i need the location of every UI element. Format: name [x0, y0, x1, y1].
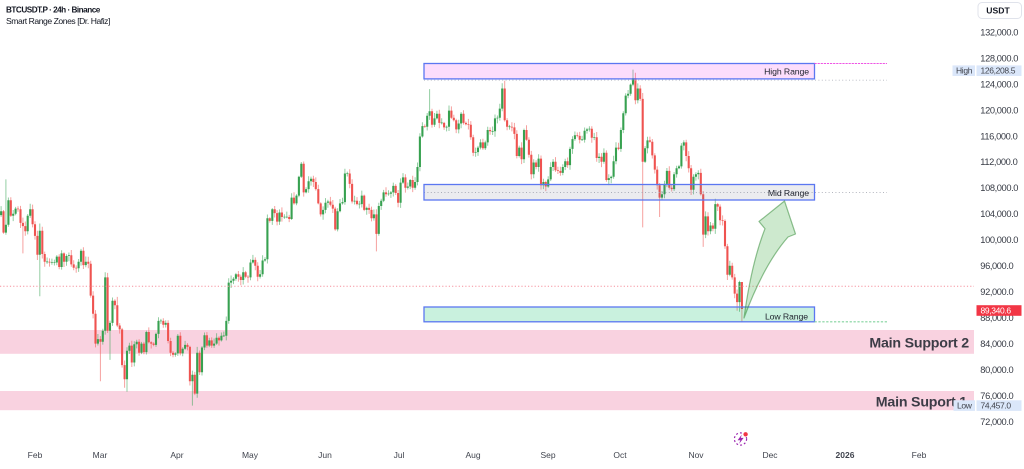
- svg-text:84,000.0: 84,000.0: [980, 339, 1013, 349]
- svg-text:May: May: [242, 450, 259, 460]
- svg-text:80,000.0: 80,000.0: [980, 365, 1013, 375]
- svg-text:Main Suport 1: Main Suport 1: [876, 394, 968, 410]
- svg-text:High: High: [956, 66, 973, 76]
- svg-text:Nov: Nov: [688, 450, 704, 460]
- svg-text:Aug: Aug: [465, 450, 480, 460]
- svg-text:120,000.0: 120,000.0: [980, 105, 1018, 115]
- svg-text:Low: Low: [957, 401, 973, 411]
- svg-text:72,000.0: 72,000.0: [980, 417, 1013, 427]
- svg-text:112,000.0: 112,000.0: [980, 157, 1017, 167]
- svg-text:92,000.0: 92,000.0: [980, 287, 1013, 297]
- svg-text:2026: 2026: [836, 450, 855, 460]
- svg-text:126,208.5: 126,208.5: [981, 66, 1016, 76]
- svg-text:74,457.0: 74,457.0: [981, 401, 1012, 411]
- svg-text:Feb: Feb: [28, 450, 43, 460]
- svg-text:88,000.0: 88,000.0: [980, 313, 1013, 323]
- svg-text:108,000.0: 108,000.0: [980, 183, 1018, 193]
- svg-text:Main Support 2: Main Support 2: [869, 335, 969, 351]
- svg-text:Mid Range: Mid Range: [768, 188, 809, 198]
- svg-text:USDT: USDT: [986, 6, 1010, 16]
- svg-text:96,000.0: 96,000.0: [980, 261, 1013, 271]
- svg-text:Smart Range Zones [Dr. Hafiz]: Smart Range Zones [Dr. Hafiz]: [6, 16, 110, 26]
- svg-text:Jun: Jun: [318, 450, 332, 460]
- svg-text:132,000.0: 132,000.0: [980, 27, 1018, 37]
- svg-text:Apr: Apr: [170, 450, 183, 460]
- svg-text:89,340.6: 89,340.6: [981, 305, 1012, 315]
- svg-text:Low Range: Low Range: [765, 312, 808, 322]
- svg-text:Oct: Oct: [613, 450, 627, 460]
- svg-text:BTCUSDT.P · 24h · Binance: BTCUSDT.P · 24h · Binance: [6, 6, 101, 15]
- svg-text:100,000.0: 100,000.0: [980, 235, 1018, 245]
- svg-text:Mar: Mar: [93, 450, 108, 460]
- svg-text:Sep: Sep: [540, 450, 555, 460]
- svg-text:104,000.0: 104,000.0: [980, 209, 1018, 219]
- svg-text:Dec: Dec: [762, 450, 778, 460]
- svg-text:Jul: Jul: [394, 450, 405, 460]
- svg-text:128,000.0: 128,000.0: [980, 53, 1018, 63]
- svg-text:116,000.0: 116,000.0: [980, 131, 1017, 141]
- svg-text:High Range: High Range: [764, 67, 809, 77]
- svg-text:76,000.0: 76,000.0: [980, 391, 1013, 401]
- svg-text:124,000.0: 124,000.0: [980, 79, 1018, 89]
- svg-text:Feb: Feb: [912, 450, 927, 460]
